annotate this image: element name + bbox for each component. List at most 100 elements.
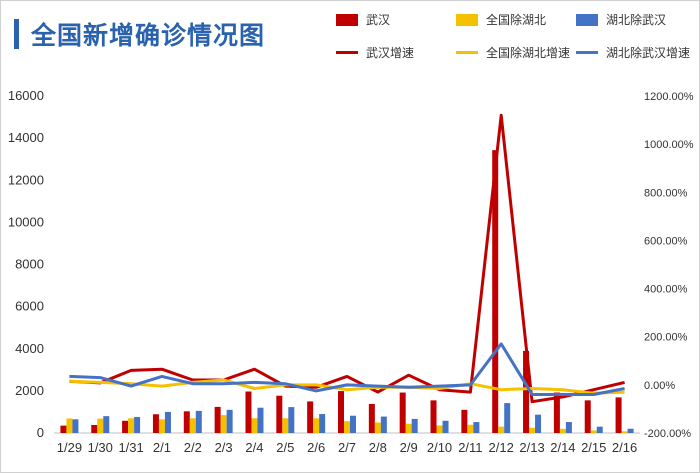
x-axis-tick-label: 2/9 bbox=[400, 440, 418, 455]
growth-line-1 bbox=[69, 113, 625, 404]
bar-3 bbox=[257, 407, 264, 433]
x-axis-tick-label: 2/16 bbox=[612, 440, 637, 455]
bar-1 bbox=[523, 350, 530, 433]
right-axis-tick-label: -200.00% bbox=[644, 428, 691, 440]
x-axis-tick-label: 2/3 bbox=[215, 440, 233, 455]
legend-item-other-hubei: 全国除湖北 bbox=[456, 11, 546, 28]
left-axis-tick-label: 10000 bbox=[8, 214, 44, 229]
right-axis-tick-label: 0.00% bbox=[644, 380, 675, 392]
x-axis-tick-label: 2/1 bbox=[153, 440, 171, 455]
right-axis-tick-label: 800.00% bbox=[644, 187, 688, 199]
bar-3 bbox=[535, 414, 542, 433]
bar-1 bbox=[553, 392, 560, 433]
legend-swatch bbox=[336, 51, 358, 54]
x-axis-tick-label: 2/2 bbox=[184, 440, 202, 455]
bar-3 bbox=[195, 410, 202, 433]
bar-3 bbox=[565, 422, 572, 433]
bar-1 bbox=[368, 403, 375, 433]
bar-2 bbox=[220, 415, 227, 433]
bar-3 bbox=[288, 407, 295, 433]
bar-3 bbox=[72, 419, 79, 433]
bar-2 bbox=[498, 426, 505, 433]
x-axis-tick-label: 2/7 bbox=[338, 440, 356, 455]
bar-2 bbox=[251, 418, 258, 433]
bar-2 bbox=[344, 421, 350, 433]
bar-2 bbox=[66, 418, 73, 433]
legend-swatch bbox=[456, 51, 478, 54]
x-axis-tick-label: 1/30 bbox=[88, 440, 113, 455]
bar-2 bbox=[282, 418, 289, 433]
bar-3 bbox=[442, 420, 449, 433]
legend-label: 武汉 bbox=[366, 13, 391, 27]
bar-2 bbox=[405, 423, 412, 433]
legend-label: 全国除湖北 bbox=[486, 13, 547, 27]
x-axis-tick-label: 2/13 bbox=[519, 440, 544, 455]
bar-1 bbox=[276, 395, 283, 433]
legend-item-outside-hubei: 湖北除武汉 bbox=[576, 11, 666, 28]
legend-label: 全国除湖北增速 bbox=[486, 46, 571, 60]
title-accent-bar bbox=[14, 19, 19, 49]
x-axis-tick-label: 2/5 bbox=[276, 440, 294, 455]
bar-2 bbox=[158, 419, 165, 433]
legend-swatch bbox=[576, 51, 598, 54]
bar-1 bbox=[245, 391, 252, 433]
bar-3 bbox=[226, 409, 233, 433]
x-axis-tick-label: 2/6 bbox=[307, 440, 325, 455]
bar-1 bbox=[91, 424, 98, 433]
legend-item-wuhan-growth: 武汉增速 bbox=[336, 44, 414, 61]
bar-2 bbox=[436, 425, 443, 433]
legend-item-wuhan: 武汉 bbox=[336, 11, 390, 28]
right-axis-tick-label: 600.00% bbox=[644, 235, 688, 247]
bar-3 bbox=[134, 416, 141, 433]
bar-3 bbox=[350, 415, 356, 433]
bar-1 bbox=[461, 409, 468, 433]
x-axis-tick-label: 1/29 bbox=[57, 440, 82, 455]
left-axis-tick-label: 4000 bbox=[15, 341, 44, 356]
x-axis-tick-label: 2/12 bbox=[489, 440, 514, 455]
bar-3 bbox=[411, 418, 418, 433]
legend-label: 湖北除武汉增速 bbox=[606, 46, 691, 60]
bar-1 bbox=[430, 400, 437, 433]
bar-3 bbox=[380, 416, 387, 433]
bar-3 bbox=[504, 403, 511, 433]
x-axis-tick-label: 2/4 bbox=[245, 440, 263, 455]
x-axis-tick-label: 2/14 bbox=[550, 440, 575, 455]
bar-2 bbox=[374, 422, 381, 433]
bar-1 bbox=[152, 414, 159, 433]
bar-2 bbox=[529, 427, 536, 433]
left-axis-tick-label: 2000 bbox=[15, 383, 44, 398]
x-axis-tick-label: 2/11 bbox=[458, 440, 482, 455]
bar-1 bbox=[615, 397, 622, 433]
right-axis-tick-label: 1200.00% bbox=[644, 91, 694, 103]
bar-2 bbox=[313, 418, 320, 433]
bar-2 bbox=[559, 428, 566, 433]
bar-1 bbox=[307, 401, 314, 433]
x-axis-tick-label: 2/10 bbox=[427, 440, 452, 455]
x-axis-tick-label: 2/8 bbox=[369, 440, 387, 455]
bar-3 bbox=[627, 428, 634, 433]
bar-3 bbox=[164, 411, 171, 433]
bar-2 bbox=[590, 430, 597, 433]
bar-3 bbox=[319, 414, 326, 433]
right-axis-tick-label: 400.00% bbox=[644, 284, 688, 296]
x-axis-tick-label: 1/31 bbox=[118, 440, 143, 455]
bar-3 bbox=[473, 422, 480, 433]
chart-title: 全国新增确诊情况图 bbox=[31, 21, 266, 50]
bar-1 bbox=[183, 411, 190, 433]
bar-3 bbox=[596, 426, 603, 433]
bar-2 bbox=[97, 418, 104, 433]
title-block: 全国新增确诊情况图 bbox=[14, 14, 265, 54]
bar-1 bbox=[584, 400, 591, 433]
bar-1 bbox=[122, 420, 129, 433]
legend-swatch bbox=[576, 13, 598, 26]
left-axis-tick-label: 0 bbox=[37, 425, 44, 440]
left-axis-tick-label: 14000 bbox=[8, 130, 44, 145]
bar-2 bbox=[189, 418, 196, 433]
legend-label: 武汉增速 bbox=[366, 46, 415, 60]
left-axis-tick-label: 12000 bbox=[8, 172, 44, 187]
right-axis-tick-label: 200.00% bbox=[644, 332, 688, 344]
left-axis-tick-label: 8000 bbox=[15, 257, 44, 272]
legend: 武汉 全国除湖北 湖北除武汉 武汉增速 全国除湖北增速 湖北除武汉增速 bbox=[0, 0, 700, 80]
legend-swatch bbox=[456, 13, 478, 26]
